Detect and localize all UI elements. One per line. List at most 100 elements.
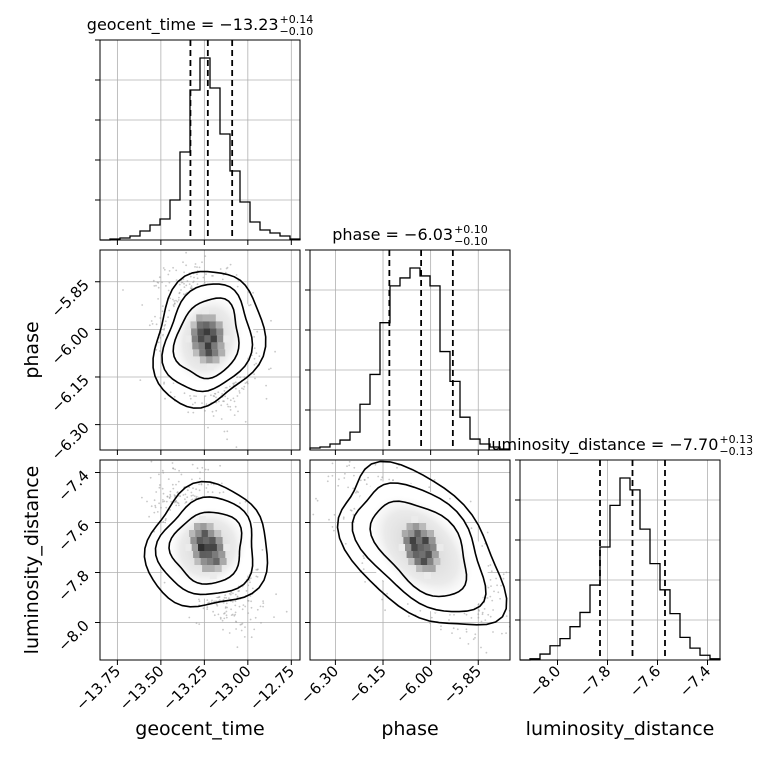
sample-point — [453, 613, 455, 616]
density-cell — [212, 356, 220, 364]
density-cell — [420, 558, 428, 565]
density-cell — [200, 523, 208, 530]
sample-point — [451, 632, 453, 634]
density-cell — [431, 551, 439, 558]
sample-point — [198, 623, 201, 625]
sample-point — [187, 411, 190, 414]
sample-point — [237, 410, 239, 413]
sample-point — [467, 643, 470, 645]
sample-point — [487, 586, 490, 589]
sample-point — [201, 261, 203, 264]
density-cell — [414, 530, 422, 537]
sample-point — [440, 628, 442, 631]
sample-point — [180, 281, 183, 284]
sample-point — [201, 402, 203, 404]
sample-point — [327, 475, 330, 478]
sample-point — [234, 613, 237, 616]
sample-point — [255, 362, 257, 365]
density-cell — [202, 565, 210, 572]
sample-point — [162, 267, 165, 269]
sample-point — [374, 463, 377, 466]
sample-point — [221, 278, 224, 281]
density-cell — [185, 335, 193, 343]
sample-point — [195, 622, 198, 624]
sample-point — [430, 616, 433, 619]
sample-point — [168, 496, 171, 499]
sample-point — [186, 280, 189, 282]
density-cell — [424, 572, 431, 579]
sample-point — [206, 599, 209, 601]
sample-point — [505, 615, 508, 617]
sample-point — [477, 608, 480, 611]
sample-point — [350, 509, 353, 512]
density-cell — [205, 349, 213, 357]
sample-point — [344, 472, 346, 475]
sample-point — [186, 489, 189, 492]
sample-point — [456, 628, 459, 631]
sample-point — [222, 628, 224, 631]
sample-point — [251, 587, 254, 590]
sample-point — [477, 613, 480, 616]
sample-point — [201, 466, 204, 469]
sample-point — [380, 478, 382, 481]
sample-point — [377, 475, 380, 478]
sample-point — [180, 473, 183, 476]
sample-point — [359, 479, 362, 482]
sample-point — [253, 363, 256, 366]
density-cell — [199, 349, 207, 357]
sample-point — [215, 396, 217, 399]
sample-point — [211, 275, 213, 277]
sample-point — [212, 415, 215, 417]
density-cell — [406, 523, 414, 530]
sample-point — [233, 400, 236, 403]
sample-point — [363, 557, 365, 559]
density-cell — [191, 544, 199, 551]
sample-point — [191, 463, 194, 466]
sample-point — [176, 491, 179, 494]
density-cell — [204, 335, 212, 343]
sample-point — [196, 283, 199, 286]
sample-point — [363, 479, 366, 481]
sample-point — [234, 381, 237, 384]
density-cell — [196, 314, 204, 322]
sample-point — [210, 394, 212, 397]
sample-point — [495, 577, 497, 580]
sample-point — [246, 382, 249, 385]
sample-point — [392, 479, 394, 481]
sample-point — [386, 592, 388, 595]
sample-point — [202, 607, 205, 610]
density-cell — [196, 321, 204, 329]
sample-point — [256, 608, 259, 611]
density-cell — [202, 314, 210, 322]
sample-point — [244, 626, 246, 628]
density-cell — [419, 523, 427, 530]
density-cell — [201, 530, 209, 537]
sample-point — [178, 296, 180, 299]
sample-point — [477, 603, 480, 606]
sample-point — [470, 527, 473, 530]
sample-point — [483, 608, 486, 610]
sample-point — [312, 513, 315, 516]
sample-point — [205, 403, 208, 405]
sample-point — [163, 500, 166, 503]
sample-point — [348, 464, 351, 467]
x-axis-label-phase: phase — [381, 718, 438, 740]
panel-frame-geocent_time — [99, 39, 301, 241]
density-cell — [191, 335, 199, 343]
sample-point — [226, 438, 229, 441]
sample-point — [148, 515, 151, 518]
sample-point — [173, 501, 176, 504]
density-cell — [211, 342, 219, 350]
sample-point — [159, 350, 161, 352]
sample-point — [244, 605, 247, 608]
sample-point — [224, 271, 227, 274]
sample-point — [161, 487, 164, 490]
sample-point — [161, 281, 164, 284]
sample-point — [164, 323, 167, 326]
sample-point — [222, 491, 225, 493]
sample-point — [152, 279, 155, 282]
sample-point — [235, 446, 238, 448]
sample-point — [396, 466, 398, 469]
sample-point — [162, 500, 164, 503]
sample-point — [157, 281, 160, 284]
